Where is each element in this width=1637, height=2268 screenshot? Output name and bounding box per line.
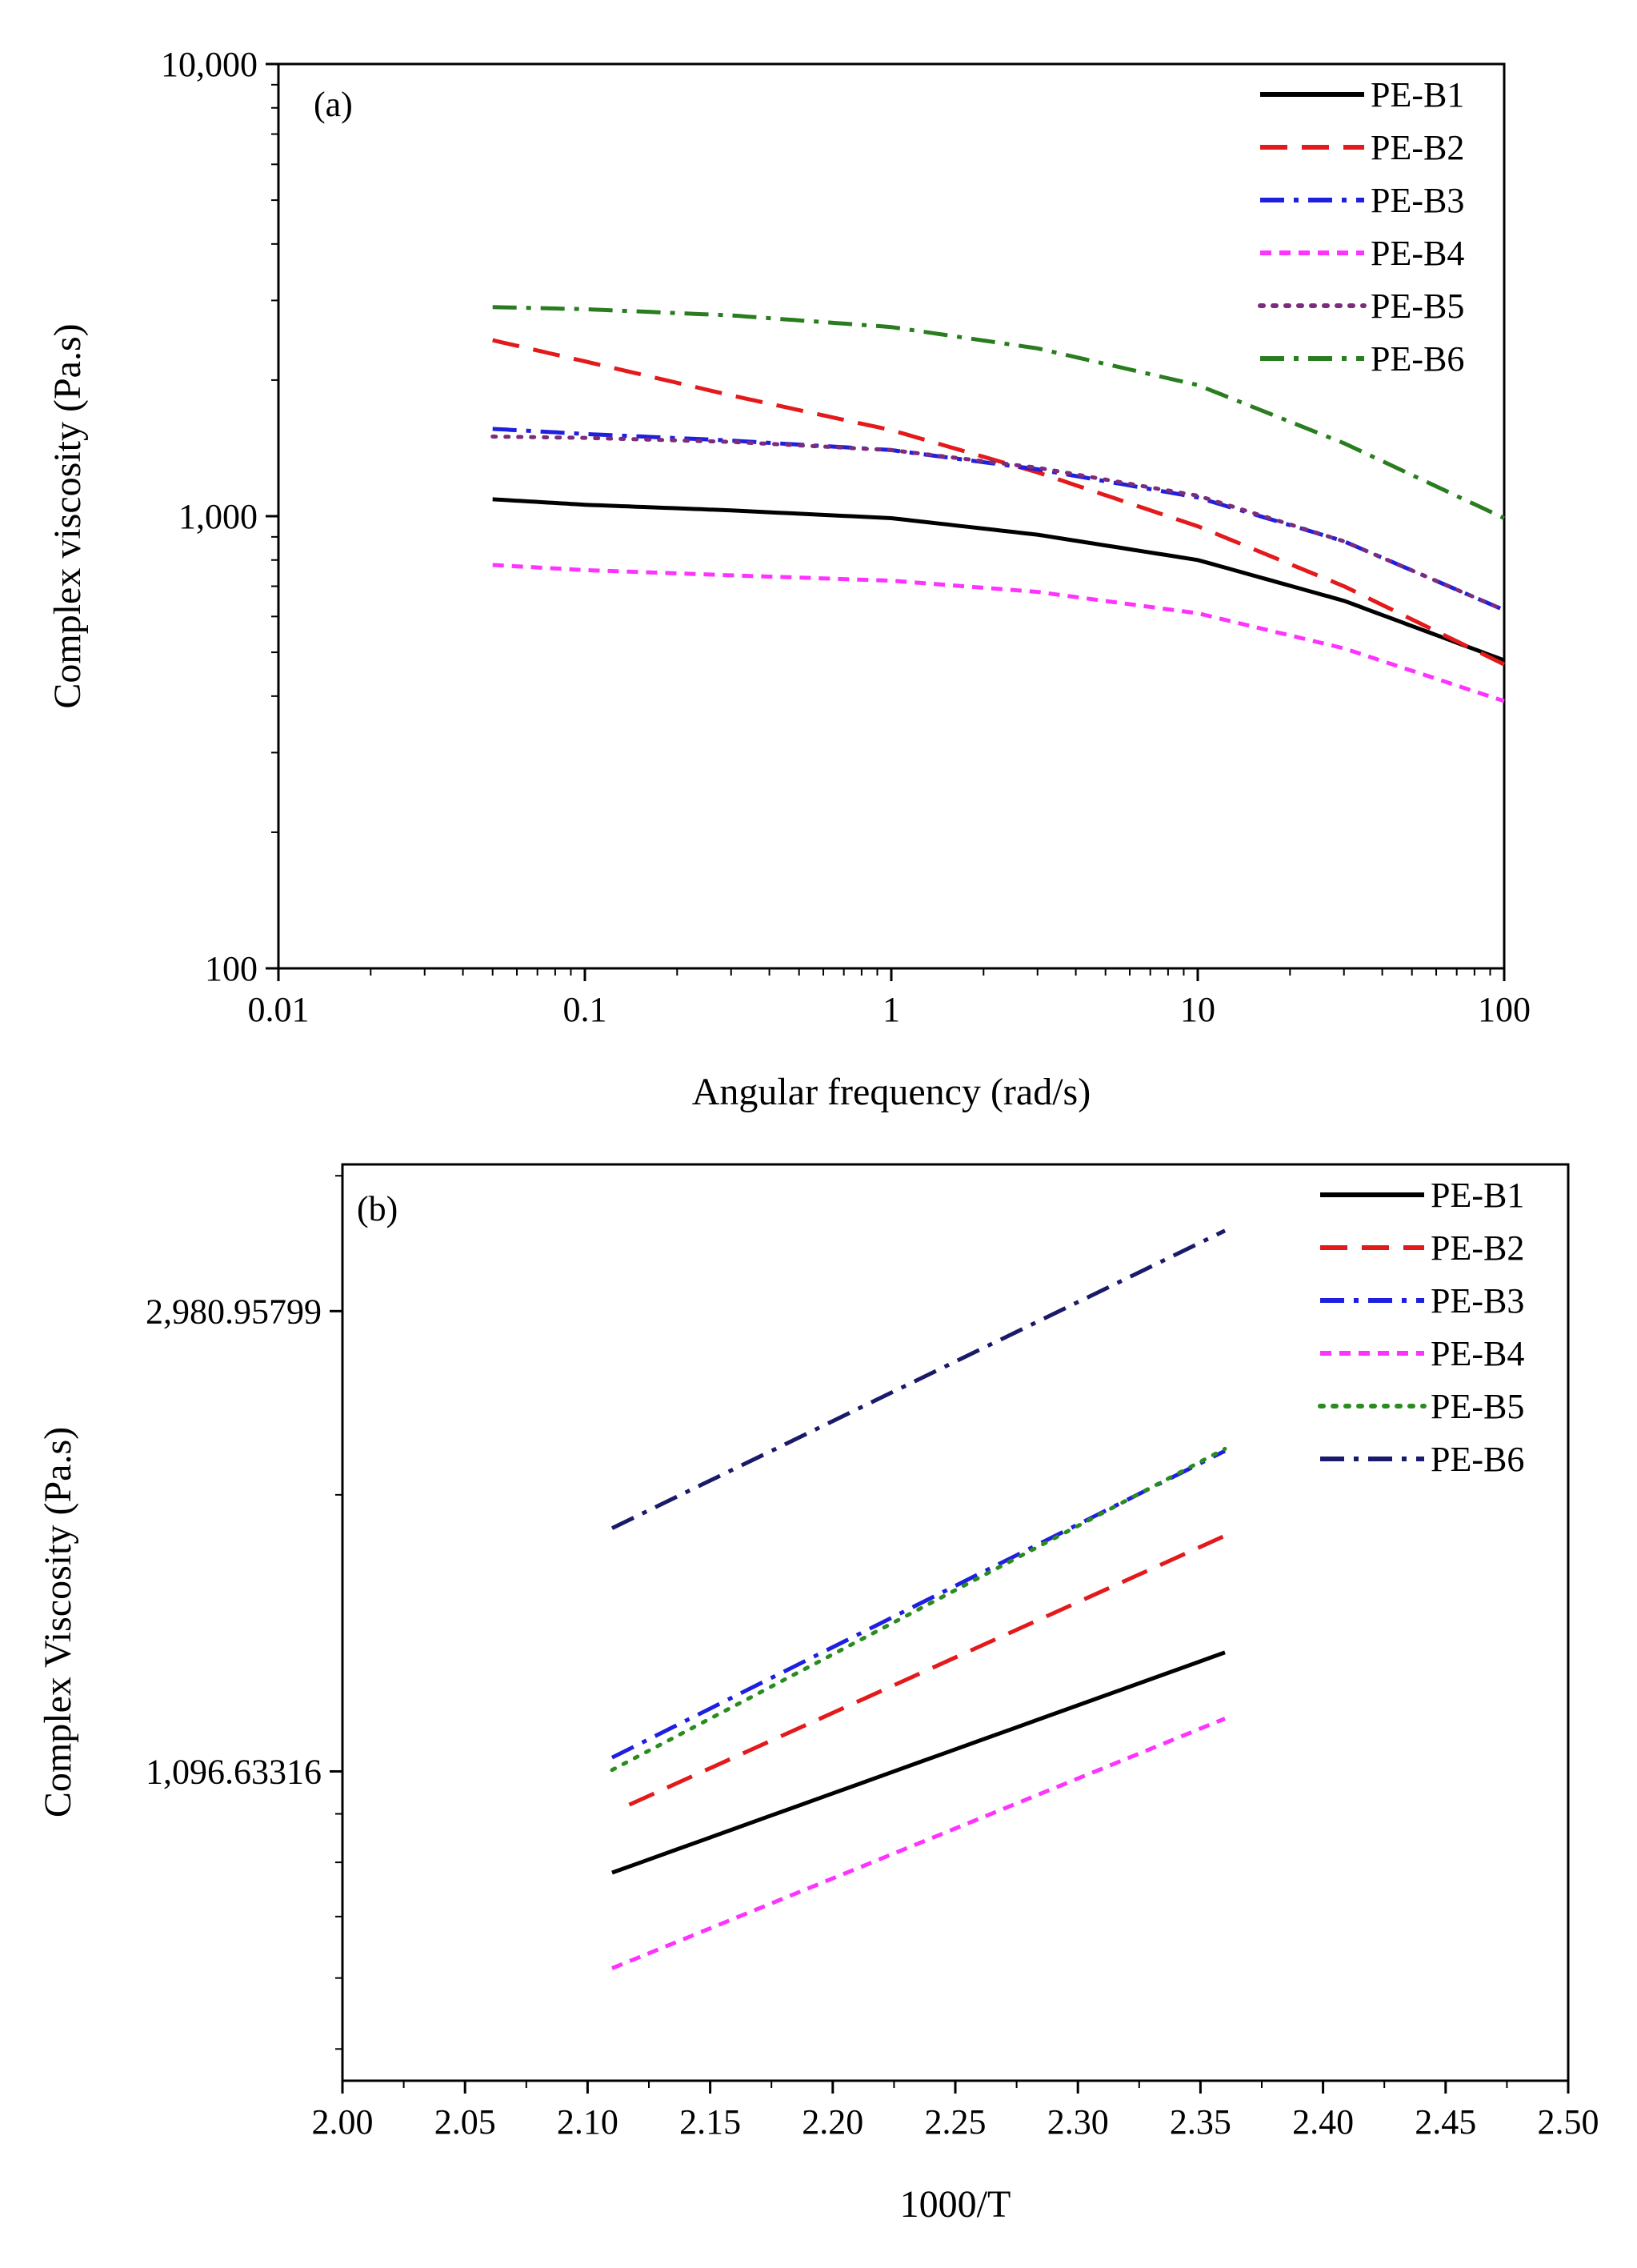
x-tick-label: 2.35 [1170, 2102, 1231, 2142]
panel-a-label: (a) [314, 85, 353, 124]
legend-label-pe-b2: PE-B2 [1431, 1228, 1524, 1268]
panel-b-series [610, 1228, 1227, 1970]
x-tick-label: 2.40 [1292, 2102, 1354, 2142]
x-tick-label: 2.50 [1538, 2102, 1599, 2142]
series-line-pe-b6 [492, 305, 1506, 520]
panel-b-legend: PE-B1 PE-B2 PE-B3 PE-B4 PE-B5 PE-B6 [1318, 1176, 1524, 1479]
x-tick-label: 2.30 [1047, 2102, 1109, 2142]
series-line-pe-b6 [610, 1228, 1227, 1530]
y-tick-label: 2,980.95799 [146, 1292, 322, 1331]
legend-label-pe-b6: PE-B6 [1371, 339, 1464, 379]
x-tick-label: 1 [883, 990, 900, 1029]
x-tick-label: 2.20 [802, 2102, 863, 2142]
panel-b-chart: (b) 2.00 2.05 2.10 2.15 2.20 2.25 2.30 2.35 2.40… [37, 1163, 1599, 2226]
series-line-pe-b3 [610, 1449, 1227, 1760]
panel-b-y-axis-title: Complex Viscosity (Pa.s) [37, 1427, 79, 1817]
x-tick-label: 10 [1180, 990, 1215, 1029]
panel-b-x-axis-title: 1000/T [900, 2183, 1011, 2226]
y-tick-label: 1,096.63316 [146, 1752, 322, 1791]
legend-label-pe-b1: PE-B1 [1431, 1176, 1524, 1215]
panel-a-y-axis-title: Complex viscosity (Pa.s) [46, 323, 89, 708]
x-tick-label: 2.00 [312, 2102, 374, 2142]
legend-label-pe-b4: PE-B4 [1371, 234, 1464, 273]
y-tick-label: 100 [205, 949, 258, 988]
legend-label-pe-b5: PE-B5 [1431, 1387, 1524, 1426]
y-tick-label: 1,000 [178, 497, 258, 536]
y-tick-label: 10,000 [161, 45, 258, 84]
panel-a-series [490, 305, 1507, 703]
series-line-pe-b1 [492, 497, 1505, 663]
series-line-pe-b1 [611, 1650, 1226, 1875]
x-tick-label: 2.10 [557, 2102, 618, 2142]
legend-label-pe-b3: PE-B3 [1371, 181, 1464, 220]
x-tick-label: 2.15 [679, 2102, 741, 2142]
series-line-pe-b5 [610, 1446, 1227, 1773]
legend-label-pe-b4: PE-B4 [1431, 1334, 1524, 1373]
panel-a-x-axis-title: Angular frequency (rad/s) [692, 1071, 1091, 1113]
panel-b-x-axis: 2.00 2.05 2.10 2.15 2.20 2.25 2.30 2.35 2.40 2.45… [312, 2081, 1599, 2142]
legend-label-pe-b2: PE-B2 [1371, 128, 1464, 167]
series-line-pe-b5 [490, 435, 1507, 612]
series-line-pe-b4 [611, 1717, 1226, 1970]
x-tick-label: 2.25 [925, 2102, 987, 2142]
series-line-pe-b4 [492, 563, 1505, 703]
panel-a-legend: PE-B1 PE-B2 PE-B3 PE-B4 PE-B5 PE-B6 [1258, 75, 1464, 379]
panel-b-label: (b) [357, 1189, 398, 1228]
series-line-pe-b2 [628, 1533, 1227, 1807]
panel-a-x-axis: 0.01 0.1 1 10 100 [248, 968, 1531, 1029]
x-tick-label: 2.45 [1415, 2102, 1476, 2142]
x-tick-label: 2.05 [434, 2102, 496, 2142]
x-tick-label: 0.1 [563, 990, 607, 1029]
panel-b-y-axis: 1,096.63316 2,980.95799 [146, 1175, 342, 2050]
legend-label-pe-b5: PE-B5 [1371, 287, 1464, 326]
series-line-pe-b2 [492, 338, 1506, 667]
series-line-pe-b3 [492, 427, 1505, 612]
x-tick-label: 0.01 [248, 990, 310, 1029]
panel-a-y-axis: 100 1,000 10,000 [161, 45, 278, 988]
legend-label-pe-b6: PE-B6 [1431, 1440, 1524, 1479]
x-tick-label: 100 [1478, 990, 1531, 1029]
legend-label-pe-b1: PE-B1 [1371, 75, 1464, 114]
legend-label-pe-b3: PE-B3 [1431, 1281, 1524, 1320]
